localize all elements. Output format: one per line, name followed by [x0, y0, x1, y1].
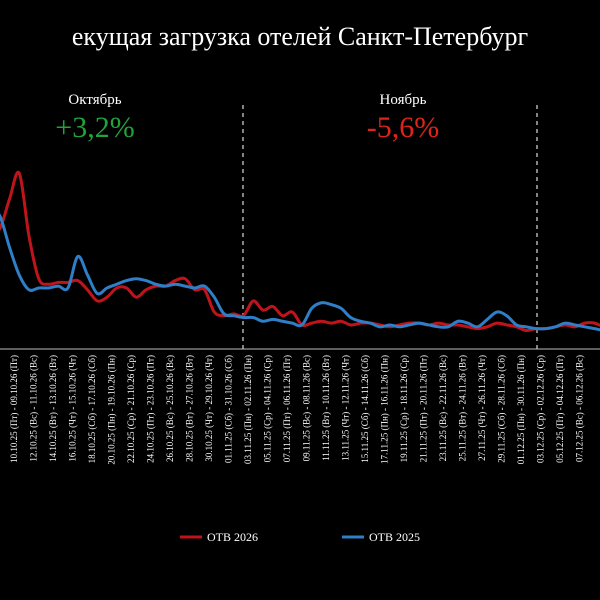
month-label-1: Ноябрь — [380, 92, 427, 108]
x-tick-label: 10.10.25 (Пт) - 09.10.26 (Пт) — [9, 355, 19, 463]
month-annotations: Октябрь +3,2% Ноябрь -5,6% — [55, 92, 439, 144]
x-tick-label: 01.12.25 (Пн) - 30.11.26 (Пн) — [516, 355, 526, 464]
month-dividers — [242, 105, 538, 349]
x-tick-label: 16.10.25 (Чт) - 15.10.26 (Чт) — [68, 355, 78, 462]
legend-label-1: ОТВ 2025 — [369, 530, 420, 544]
series-line-0 — [0, 170, 600, 333]
x-tick-label: 20.10.25 (Пн) - 19.10.26 (Пн) — [107, 355, 117, 465]
x-tick-label: 24.10.25 (Пт) - 23.10.26 (Пт) — [146, 355, 156, 463]
x-tick-label: 05.12.25 (Пт) - 04.12.26 (Пт) — [555, 355, 565, 463]
month-delta-0: +3,2% — [55, 111, 134, 144]
x-tick-label: 25.11.25 (Вт) - 24.11.26 (Вт) — [458, 355, 468, 461]
x-tick-label: 01.11.25 (Сб) - 31.10.26 (Сб) — [224, 355, 234, 463]
series-line-1 — [0, 213, 600, 332]
series-lines — [0, 170, 600, 333]
x-tick-label: 17.11.25 (Пн) - 16.11.26 (Пн) — [380, 355, 390, 464]
x-tick-label: 05.11.25 (Ср) - 04.11.26 (Ср) — [263, 355, 273, 462]
x-tick-label: 07.12.25 (Вс) - 06.12.26 (Вс) — [575, 355, 585, 462]
x-tick-label: 11.11.25 (Вт) - 10.11.26 (Вт) — [321, 355, 331, 461]
legend-label-0: ОТВ 2026 — [207, 530, 258, 544]
x-tick-label: 13.11.25 (Чт) - 12.11.26 (Чт) — [341, 355, 351, 461]
x-tick-label: 21.11.25 (Пт) - 20.11.26 (Пт) — [419, 355, 429, 462]
chart-title: екущая загрузка отелей Санкт-Петербург — [71, 22, 529, 51]
x-tick-label: 12.10.25 (Вс) - 11.10.26 (Вс) — [29, 355, 39, 462]
x-tick-label: 28.10.25 (Вт) - 27.10.26 (Вт) — [185, 355, 195, 462]
x-tick-label: 19.11.25 (Ср) - 18.11.26 (Ср) — [399, 355, 409, 462]
x-tick-label: 15.11.25 (Сб) - 14.11.26 (Сб) — [360, 355, 370, 463]
x-tick-label: 30.10.25 (Чт) - 29.10.26 (Чт) — [204, 355, 214, 462]
x-tick-label: 18.10.25 (Сб) - 17.10.26 (Сб) — [87, 355, 97, 463]
x-tick-label: 29.11.25 (Сб) - 28.11.26 (Сб) — [497, 355, 507, 463]
month-label-0: Октябрь — [68, 92, 121, 108]
x-tick-label: 26.10.25 (Вс) - 25.10.26 (Вс) — [165, 355, 175, 462]
legend: ОТВ 2026 ОТВ 2025 — [180, 530, 420, 544]
x-tick-label: 27.11.25 (Чт) - 26.11.26 (Чт) — [477, 355, 487, 461]
x-tick-label: 07.11.25 (Пт) - 06.11.26 (Пт) — [282, 355, 292, 462]
x-tick-label: 09.11.25 (Вс) - 08.11.26 (Вс) — [302, 355, 312, 461]
x-tick-label: 14.10.25 (Вт) - 13.10.26 (Вт) — [48, 355, 58, 462]
month-delta-1: -5,6% — [367, 111, 439, 144]
x-tick-label: 23.11.25 (Вс) - 22.11.26 (Вс) — [438, 355, 448, 461]
x-tick-label: 22.10.25 (Ср) - 21.10.26 (Ср) — [126, 355, 136, 463]
x-tick-label: 03.12.25 (Ср) - 02.12.26 (Ср) — [536, 355, 546, 463]
x-tick-label: 03.11.25 (Пн) - 02.11.26 (Пн) — [243, 355, 253, 464]
x-ticks: 10.10.25 (Пт) - 09.10.26 (Пт) 12.10.25 (В… — [9, 355, 585, 465]
